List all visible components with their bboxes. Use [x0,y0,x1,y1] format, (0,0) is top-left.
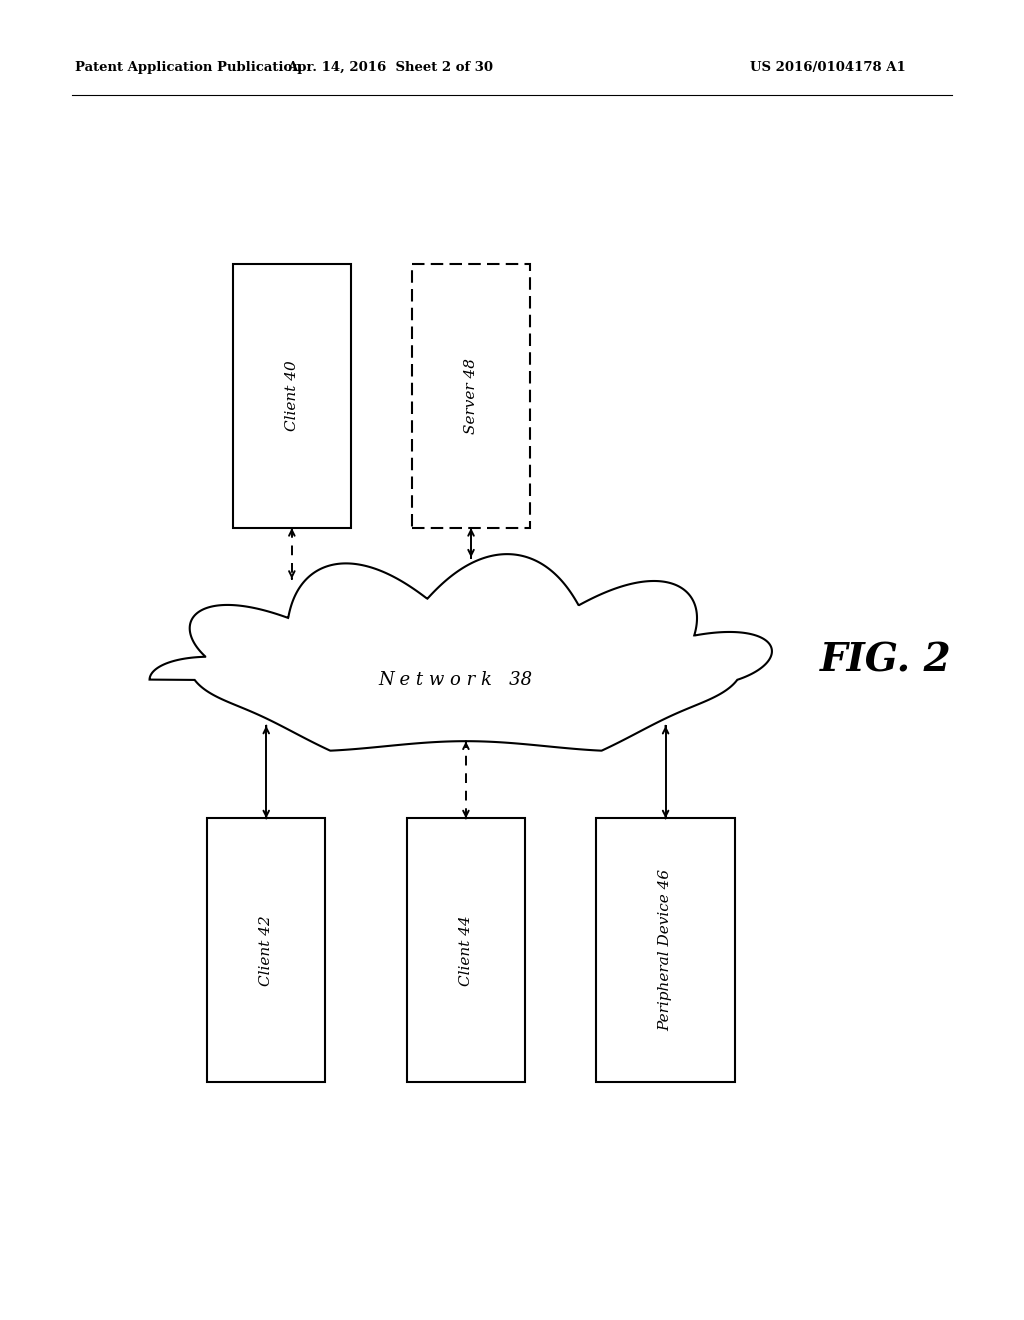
Text: Client 44: Client 44 [459,915,473,986]
Text: FIG. 2: FIG. 2 [820,642,951,678]
Text: US 2016/0104178 A1: US 2016/0104178 A1 [750,62,906,74]
Text: Apr. 14, 2016  Sheet 2 of 30: Apr. 14, 2016 Sheet 2 of 30 [287,62,493,74]
Bar [596,818,735,1082]
Text: Patent Application Publication: Patent Application Publication [75,62,302,74]
Text: Client 42: Client 42 [259,915,273,986]
Text: N e t w o r k   38: N e t w o r k 38 [379,671,532,689]
Bar [232,264,350,528]
Text: Client 40: Client 40 [285,360,299,432]
Text: Server 48: Server 48 [464,358,478,434]
Bar [408,818,525,1082]
Bar [207,818,326,1082]
Text: Peripheral Device 46: Peripheral Device 46 [658,870,673,1031]
Bar [412,264,530,528]
Polygon shape [150,554,772,751]
